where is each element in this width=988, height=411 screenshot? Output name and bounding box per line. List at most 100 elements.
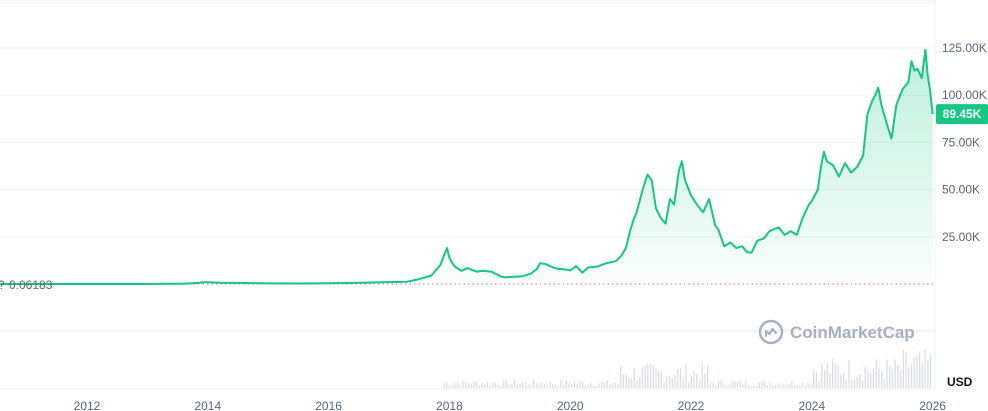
volume-bar xyxy=(853,379,856,388)
volume-bar xyxy=(467,383,470,388)
grid xyxy=(0,0,936,390)
volume-bar xyxy=(845,379,847,388)
volume-bar xyxy=(497,385,499,388)
volume-bar xyxy=(663,382,665,388)
volume-bar xyxy=(644,365,646,388)
volume-bar xyxy=(731,381,733,388)
volume-bar xyxy=(921,362,923,388)
volume-bar xyxy=(758,382,760,388)
volume-bar xyxy=(641,367,644,388)
volume-bar xyxy=(747,385,750,388)
volume-bar xyxy=(568,383,570,388)
volume-bar xyxy=(717,381,720,388)
volume-bar xyxy=(840,374,842,388)
volume-bar xyxy=(791,381,793,388)
volume-bar xyxy=(813,369,815,388)
volume-bar xyxy=(707,365,709,388)
volume-bar xyxy=(538,384,540,388)
volume-bar xyxy=(821,363,823,388)
volume-bar xyxy=(617,383,619,388)
volume-bar xyxy=(511,383,513,388)
y-tick-label-1: 50.00K xyxy=(942,183,980,197)
volume-bar xyxy=(889,365,891,388)
volume-bar xyxy=(565,380,567,388)
volume-bar xyxy=(582,381,584,388)
volume-bar xyxy=(552,383,554,388)
volume-bar xyxy=(875,359,877,388)
volume-bar xyxy=(772,385,774,388)
volume-bar xyxy=(647,363,649,388)
volume-bar xyxy=(723,384,725,388)
volume-bar xyxy=(571,384,573,388)
volume-bar xyxy=(780,385,782,388)
volume-bar xyxy=(495,383,497,388)
volume-bar xyxy=(834,364,837,388)
volume-bar xyxy=(560,380,562,388)
volume-bar xyxy=(856,376,858,388)
volume-bar xyxy=(750,386,752,388)
volume-bar xyxy=(601,381,603,388)
volume-bar xyxy=(712,383,714,388)
current-price-badge-bg xyxy=(936,104,988,125)
volume-bar xyxy=(796,385,798,388)
current-price-badge[interactable]: 89.45K xyxy=(936,104,988,125)
volume-bar xyxy=(584,385,586,388)
volume-bar xyxy=(905,352,907,388)
volume-bar xyxy=(554,383,557,388)
volume-bar xyxy=(549,381,551,388)
y-tick-label-4: 125.00K xyxy=(942,41,987,55)
volume-bar xyxy=(848,360,850,388)
volume-bar xyxy=(804,385,807,388)
volume-bar xyxy=(685,363,687,388)
volume-bar xyxy=(669,375,671,388)
volume-bar xyxy=(660,371,663,388)
volume-bar xyxy=(658,369,660,388)
volume-bar xyxy=(720,380,722,388)
x-tick-label-7: 2026 xyxy=(919,399,946,411)
volume-bar xyxy=(671,378,673,388)
volume-bar xyxy=(535,383,538,388)
volume-bar xyxy=(505,379,508,388)
volume-bar xyxy=(829,373,831,388)
volume-bar xyxy=(823,370,826,388)
x-axis: 2012 2014 2016 2018 2020 2022 2024 2026 xyxy=(74,399,947,411)
volume-bars xyxy=(443,349,932,388)
volume-bar xyxy=(446,382,448,388)
volume-bar xyxy=(775,384,777,388)
volume-bar xyxy=(883,378,885,388)
y-tick-label-2: 75.00K xyxy=(942,135,980,149)
volume-bar xyxy=(872,368,875,388)
start-value-label: ? 0.06183 xyxy=(0,278,53,292)
volume-bar xyxy=(636,380,638,388)
volume-bar xyxy=(606,379,608,388)
volume-bar xyxy=(595,385,597,388)
volume-bar xyxy=(788,384,790,388)
current-price-label: 89.45K xyxy=(943,107,982,121)
volume-bar xyxy=(633,367,635,388)
volume-bar xyxy=(881,371,883,388)
volume-bar xyxy=(611,383,614,388)
volume-bar xyxy=(859,374,861,388)
volume-bar xyxy=(810,385,812,388)
volume-bar xyxy=(666,376,668,388)
volume-bar xyxy=(698,380,701,388)
watermark: CoinMarketCap xyxy=(758,319,915,345)
volume-bar xyxy=(807,383,809,388)
volume-bar xyxy=(484,384,486,388)
volume-bar xyxy=(625,373,627,388)
volume-bar xyxy=(448,385,451,388)
volume-bar xyxy=(913,358,915,388)
volume-bar xyxy=(622,373,624,388)
volume-bar xyxy=(557,385,559,388)
volume-bar xyxy=(755,386,758,388)
volume-bar xyxy=(891,369,894,388)
volume-bar xyxy=(508,385,510,388)
volume-bar xyxy=(516,385,518,388)
volume-bar xyxy=(709,382,711,388)
volume-bar xyxy=(522,382,524,388)
volume-bar xyxy=(764,380,766,388)
price-area xyxy=(0,49,933,284)
volume-bar xyxy=(783,383,785,388)
volume-bar xyxy=(924,349,926,388)
